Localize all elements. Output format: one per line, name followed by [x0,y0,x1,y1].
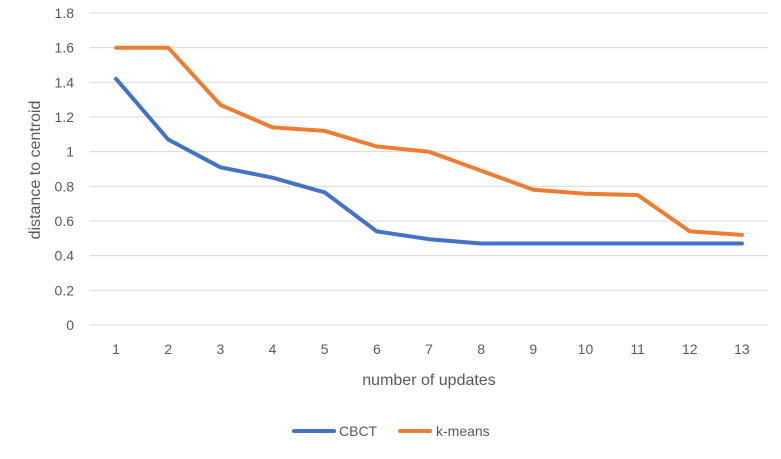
legend-label-cbct: CBCT [339,423,378,439]
y-tick-label: 0.6 [55,213,75,229]
x-tick-label: 8 [477,341,485,357]
legend: CBCT k-means [292,423,490,439]
x-tick-label: 4 [269,341,277,357]
series-layer [114,45,744,246]
x-axis-title: number of updates [362,372,495,389]
gridlines [90,12,768,326]
x-tick-label: 5 [321,341,329,357]
y-axis-title: distance to centroid [27,101,44,240]
x-axis-ticks: 1 2 3 4 5 6 7 8 9 10 11 12 13 [112,341,750,357]
y-tick-label: 0.2 [55,282,75,298]
x-tick-label: 2 [164,341,172,357]
x-tick-label: 10 [578,341,594,357]
y-tick-label: 1 [66,144,74,160]
y-tick-label: 1.4 [55,74,75,90]
x-tick-label: 13 [734,341,750,357]
y-tick-label: 0.8 [55,178,75,194]
legend-label-k-means: k-means [436,423,490,439]
y-tick-label: 1.2 [55,109,75,125]
y-tick-label: 0.4 [55,248,75,264]
x-tick-label: 12 [682,341,698,357]
x-tick-label: 9 [529,341,537,357]
series-line-cbct [114,76,744,246]
x-tick-label: 1 [112,341,120,357]
y-tick-label: 1.8 [55,5,75,21]
y-axis-ticks: 0 0.2 0.4 0.6 0.8 1 1.2 1.4 1.6 1.8 [55,5,75,333]
y-tick-label: 1.6 [55,40,75,56]
series-line-k-means [114,45,744,237]
y-tick-label: 0 [66,317,74,333]
x-tick-label: 6 [373,341,381,357]
x-tick-label: 3 [216,341,224,357]
x-tick-label: 7 [425,341,433,357]
x-tick-label: 11 [630,341,645,357]
